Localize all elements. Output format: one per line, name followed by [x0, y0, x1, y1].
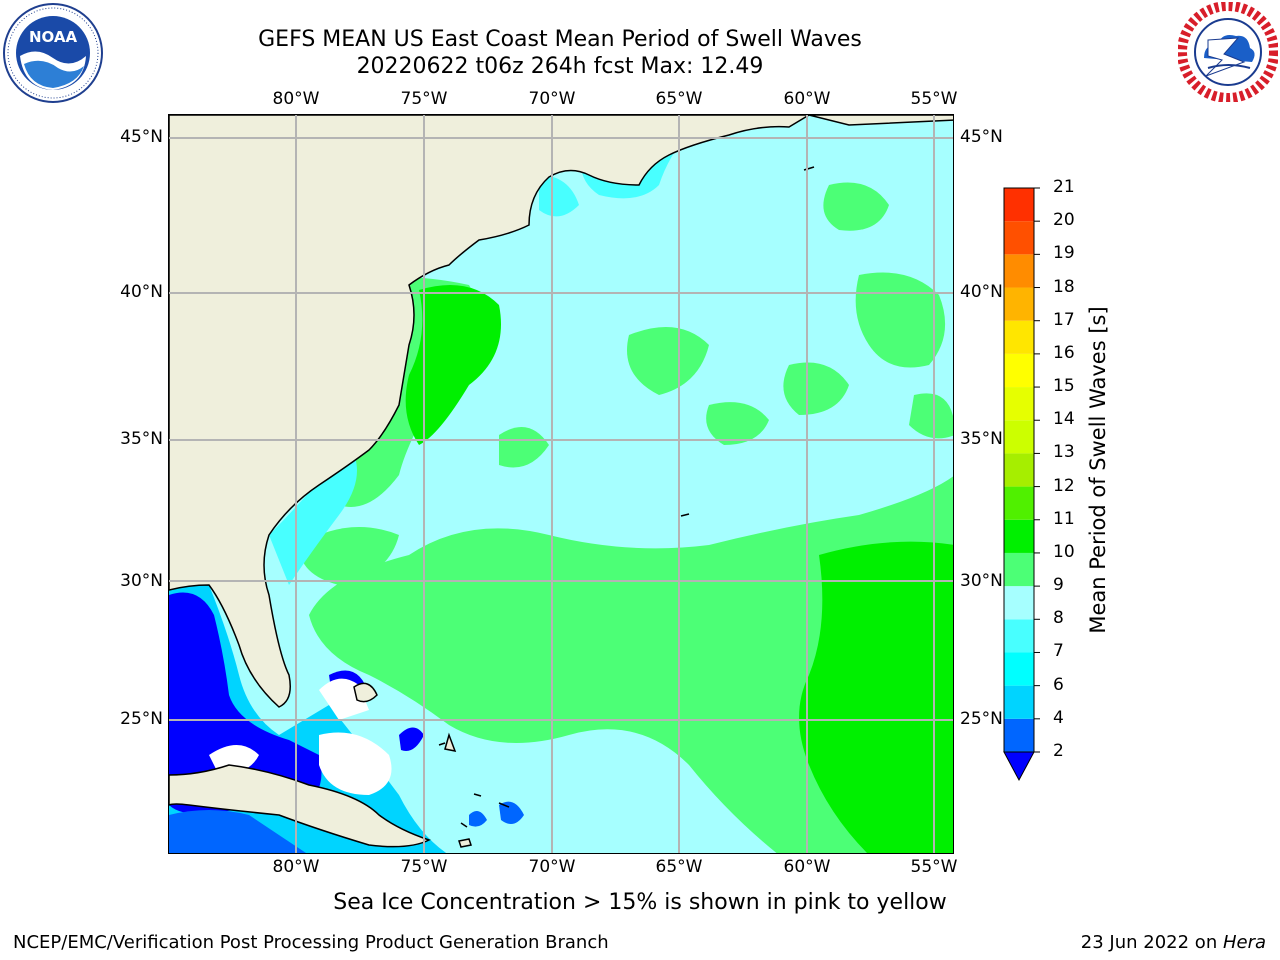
noaa-logo-icon: NOAA — [3, 3, 103, 103]
colorbar-tick-label: 10 — [1053, 541, 1075, 562]
lon-label-bottom-60w: 60°W — [783, 857, 831, 877]
colorbar-segment — [1004, 254, 1034, 288]
lat-label-left-40n: 40°N — [120, 282, 163, 302]
colorbar-segment — [1004, 619, 1034, 653]
footer-date-text: 23 Jun 2022 on — [1080, 932, 1223, 953]
colorbar-tick-label: 20 — [1053, 210, 1075, 231]
lon-label-top-70w: 70°W — [528, 89, 576, 109]
lon-label-top-60w: 60°W — [783, 89, 831, 109]
noaa-logo-text: NOAA — [29, 28, 78, 46]
colorbar-tick-label: 16 — [1053, 342, 1075, 363]
swell-10-11s-regions — [405, 285, 953, 853]
lon-label-top-75w: 75°W — [400, 89, 448, 109]
lon-label-top-65w: 65°W — [655, 89, 703, 109]
lat-label-left-30n: 30°N — [120, 571, 163, 591]
colorbar-tick-label: 4 — [1053, 707, 1064, 728]
graticule — [169, 115, 953, 853]
colorbar-tick-label: 12 — [1053, 475, 1075, 496]
lat-label-right-40n: 40°N — [960, 282, 1003, 302]
colorbar-tick-label: 13 — [1053, 442, 1075, 463]
lon-label-top-80w: 80°W — [272, 89, 320, 109]
lat-label-left-35n: 35°N — [120, 429, 163, 449]
colorbar-tick-label: 19 — [1053, 243, 1075, 264]
colorbar-tick-label: 7 — [1053, 641, 1064, 662]
colorbar-segment — [1004, 453, 1034, 487]
map-subtitle: 20220622 t06z 264h fcst Max: 12.49 — [356, 54, 764, 79]
colorbar-tick-label: 2 — [1053, 741, 1064, 761]
island-outlines — [438, 166, 815, 828]
map-title: GEFS MEAN US East Coast Mean Period of S… — [258, 27, 862, 52]
colorbar-tick-label: 11 — [1053, 508, 1075, 529]
colorbar-tick-label: 8 — [1053, 608, 1064, 629]
colorbar-tick-label: 15 — [1053, 376, 1075, 397]
colorbar-segment — [1004, 685, 1034, 719]
lat-label-right-25n: 25°N — [960, 709, 1003, 729]
colorbar — [1003, 187, 1040, 782]
lon-label-bottom-70w: 70°W — [528, 857, 576, 877]
lon-label-bottom-75w: 75°W — [400, 857, 448, 877]
colorbar-tick-label: 21 — [1053, 177, 1075, 197]
colorbar-tick-label: 9 — [1053, 575, 1064, 596]
colorbar-segment — [1004, 188, 1034, 222]
colorbar-segment — [1004, 718, 1034, 752]
colorbar-tick-label: 14 — [1053, 409, 1075, 430]
footer-host: Hera — [1222, 932, 1266, 953]
colorbar-segment — [1004, 420, 1034, 454]
swell-period-map — [168, 114, 954, 854]
lat-label-left-45n: 45°N — [120, 127, 163, 147]
lat-label-right-35n: 35°N — [960, 429, 1003, 449]
colorbar-segment — [1004, 586, 1034, 620]
lon-label-bottom-65w: 65°W — [655, 857, 703, 877]
colorbar-segment — [1004, 320, 1034, 354]
lat-label-right-30n: 30°N — [960, 571, 1003, 591]
lon-label-bottom-80w: 80°W — [272, 857, 320, 877]
colorbar-segment — [1004, 519, 1034, 553]
lat-label-right-45n: 45°N — [960, 127, 1003, 147]
footer-credit: NCEP/EMC/Verification Post Processing Pr… — [13, 932, 609, 953]
colorbar-title: Mean Period of Swell Waves [s] — [1086, 306, 1110, 634]
footer-date: 23 Jun 2022 on Hera — [1081, 932, 1266, 953]
colorbar-outline — [1003, 187, 1035, 753]
colorbar-segment — [1004, 287, 1034, 321]
colorbar-segment — [1004, 486, 1034, 520]
lon-label-top-55w: 55°W — [910, 89, 958, 109]
lon-label-bottom-55w: 55°W — [910, 857, 958, 877]
nws-logo-icon — [1178, 2, 1278, 102]
colorbar-extension-arrow — [1003, 751, 1035, 782]
colorbar-segment — [1004, 387, 1034, 421]
colorbar-segment — [1004, 353, 1034, 388]
colorbar-segment — [1004, 552, 1034, 587]
colorbar-tick-label: 18 — [1053, 276, 1075, 297]
map-field-svg — [169, 115, 953, 853]
land-mass — [169, 115, 953, 848]
colorbar-tick-label: 6 — [1053, 674, 1064, 695]
lat-label-left-25n: 25°N — [120, 709, 163, 729]
colorbar-tick-label: 17 — [1053, 309, 1075, 330]
sea-ice-note: Sea Ice Concentration > 15% is shown in … — [333, 890, 947, 915]
colorbar-segment — [1004, 652, 1034, 686]
colorbar-segment — [1004, 221, 1034, 255]
